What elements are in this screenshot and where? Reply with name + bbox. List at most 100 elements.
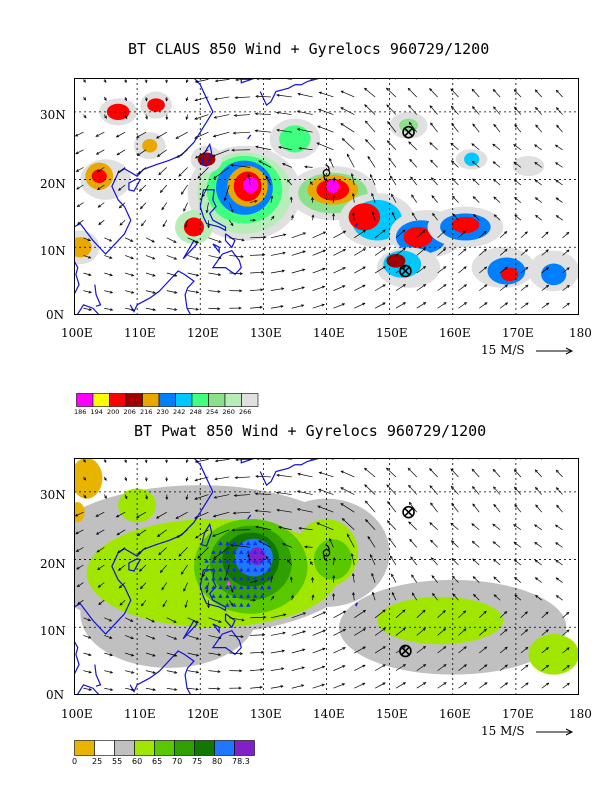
wind-vector — [493, 123, 501, 133]
wind-vector — [75, 529, 84, 535]
wind-vector — [228, 202, 234, 213]
wind-vector — [125, 652, 135, 657]
wind-vector — [83, 307, 93, 311]
wind-vector — [115, 131, 126, 138]
wind-vector — [416, 266, 427, 274]
wind-vector — [286, 179, 293, 186]
wind-vector — [207, 600, 210, 609]
wind-vector — [187, 255, 200, 260]
wind-vector — [83, 96, 87, 101]
wind-vector — [98, 599, 105, 606]
wind-vector — [95, 149, 105, 155]
wind-vector — [145, 617, 155, 623]
wind-vector — [354, 682, 366, 689]
wind-vector — [208, 255, 222, 260]
wind-vector — [247, 173, 251, 186]
wind-vector — [387, 121, 397, 133]
wind-vector — [499, 248, 508, 256]
wind-vector — [76, 582, 84, 588]
wind-vector — [535, 124, 543, 133]
wind-vector — [213, 167, 230, 179]
colorbar-swatch — [208, 393, 226, 407]
wind-vector — [395, 302, 407, 309]
convection-marker-icon — [246, 576, 251, 581]
wind-vector — [104, 652, 113, 657]
colorbar-swatch — [191, 393, 209, 407]
colorbar-tick-label: 80 — [212, 757, 223, 766]
wind-vector — [374, 627, 386, 636]
wind-vector — [312, 303, 325, 309]
wind-vector — [499, 302, 509, 309]
panel1-lon-170e: 170E — [502, 326, 534, 340]
gyreloc-circle-x-icon — [402, 125, 415, 139]
wind-vector — [534, 179, 542, 186]
colorbar-tick-label: 55 — [112, 757, 123, 766]
panel1-lon-160e: 160E — [439, 326, 471, 340]
wind-vector — [479, 610, 487, 619]
wind-vector — [162, 600, 168, 608]
wind-vector — [136, 149, 147, 157]
coastline — [259, 78, 321, 107]
wind-vector — [493, 503, 501, 513]
coastline — [212, 623, 220, 634]
wind-vector — [74, 131, 84, 137]
wind-vector — [124, 494, 128, 500]
wind-vector — [270, 233, 287, 239]
panel1-lon-120e: 120E — [187, 326, 219, 340]
wind-vector — [291, 250, 306, 256]
wind-vector — [124, 237, 134, 242]
wind-vector — [395, 284, 407, 291]
convection-marker-icon — [266, 567, 272, 572]
wind-vector — [290, 214, 294, 221]
wind-vector — [479, 302, 488, 309]
wind-vector — [541, 249, 549, 256]
coastline — [94, 284, 102, 307]
wind-vector — [312, 285, 326, 291]
wind-vector — [471, 88, 480, 98]
wind-vector — [354, 646, 366, 654]
wind-vector — [187, 670, 200, 674]
wind-vector — [118, 202, 126, 209]
wind-vector — [562, 647, 570, 654]
wind-vector — [125, 307, 135, 311]
wind-vector — [431, 195, 438, 203]
field-contour — [74, 237, 92, 258]
convection-marker-icon — [252, 567, 258, 572]
convection-marker-icon — [225, 549, 230, 554]
wind-vector — [514, 214, 522, 221]
wind-vector — [385, 467, 397, 478]
wind-vector — [97, 564, 105, 571]
convection-marker-icon — [239, 585, 244, 590]
wind-vector — [556, 504, 563, 513]
wind-vector — [83, 237, 92, 242]
wind-vector — [492, 88, 501, 98]
wind-vector — [276, 128, 292, 133]
colorbar-tick-label: 254 — [206, 408, 219, 416]
wind-vector — [533, 524, 542, 531]
wind-vector — [250, 650, 265, 654]
wind-vector — [385, 87, 397, 98]
wind-vector — [493, 196, 501, 203]
wind-vector — [270, 649, 286, 654]
wind-vector — [555, 215, 563, 221]
wind-vector — [520, 646, 529, 654]
convection-marker-icon — [232, 567, 237, 572]
wind-vector — [354, 609, 367, 619]
wind-vector — [185, 476, 189, 482]
wind-vector — [178, 547, 188, 557]
wind-vector — [332, 194, 336, 203]
wind-vector — [83, 670, 92, 674]
wind-vector — [354, 229, 367, 239]
wind-vector — [187, 652, 200, 657]
convection-marker-icon — [211, 593, 216, 598]
wind-vector — [291, 612, 307, 619]
wind-vector — [211, 149, 230, 157]
wind-vector — [165, 96, 169, 102]
colorbar-tick-label: 230 — [156, 408, 169, 416]
wind-vector — [312, 231, 327, 239]
wind-vector — [250, 615, 267, 619]
wind-vector — [514, 106, 522, 115]
wind-vector — [124, 617, 134, 622]
convection-marker-icon — [246, 585, 251, 590]
wind-vector — [541, 267, 550, 274]
